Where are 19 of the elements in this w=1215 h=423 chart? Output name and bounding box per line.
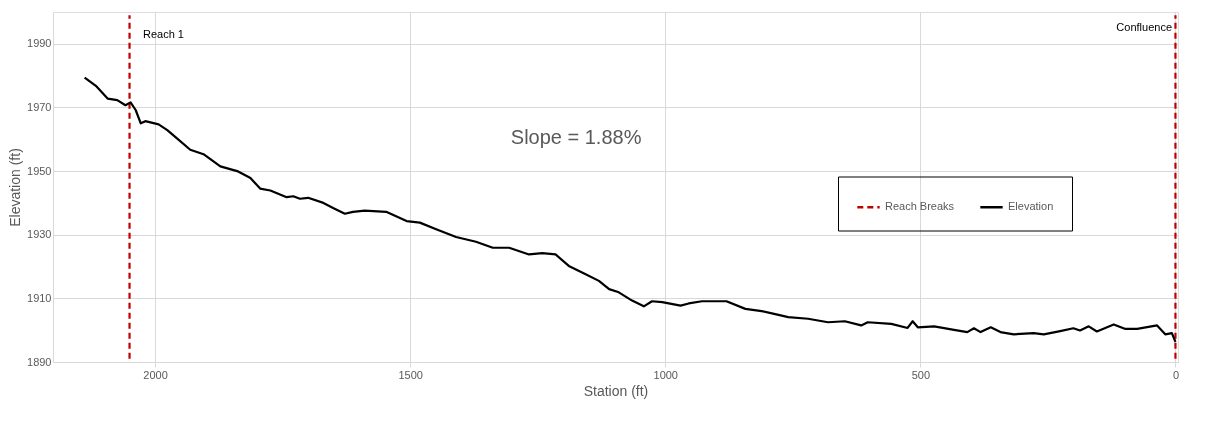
x-tick-label: 1500 bbox=[398, 368, 423, 381]
y-tick-label: 1890 bbox=[27, 355, 52, 368]
y-tick-label: 1910 bbox=[27, 291, 52, 304]
annotation: Reach 1 bbox=[143, 27, 184, 40]
y-tick-label: 1950 bbox=[27, 164, 52, 177]
annotation: Confluence bbox=[1116, 20, 1172, 33]
x-tick-label: 2000 bbox=[143, 368, 168, 381]
x-tick-label: 1000 bbox=[653, 368, 678, 381]
y-tick-label: 1970 bbox=[27, 100, 52, 113]
y-tick-label: 1990 bbox=[27, 37, 52, 50]
x-tick-label: 0 bbox=[1172, 368, 1180, 381]
y-tick-label: 1930 bbox=[27, 228, 52, 241]
y-axis-title: Elevation (ft) bbox=[7, 148, 24, 227]
x-tick-label: 500 bbox=[911, 368, 931, 381]
line-series bbox=[83, 76, 1177, 344]
x-axis-title: Station (ft) bbox=[583, 382, 649, 399]
annotation: Slope = 1.88% bbox=[510, 126, 642, 148]
legend-label: Elevation bbox=[1008, 200, 1054, 213]
legend-label: Reach Breaks bbox=[885, 200, 955, 213]
